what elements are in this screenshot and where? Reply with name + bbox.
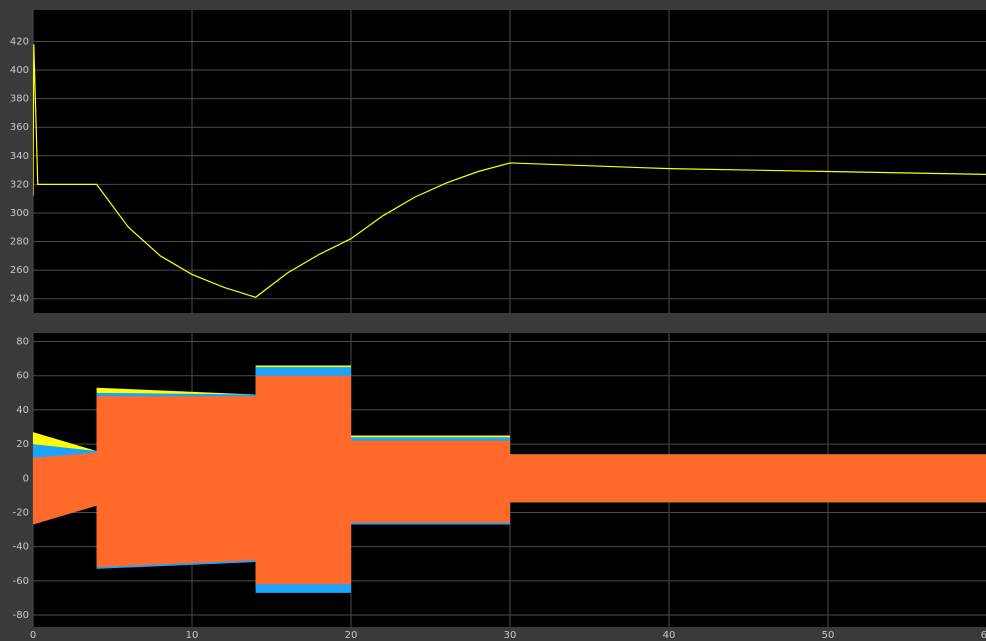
y-tick-label: -40 bbox=[13, 542, 29, 553]
y-tick-label: 360 bbox=[10, 122, 29, 133]
y-tick-label: 80 bbox=[16, 337, 29, 348]
y-tick-label: 60 bbox=[16, 371, 29, 382]
y-tick-label: 40 bbox=[16, 405, 29, 416]
y-tick-label: 380 bbox=[10, 94, 29, 105]
y-tick-label: -20 bbox=[13, 507, 29, 518]
y-tick-label: -60 bbox=[13, 576, 29, 587]
x-tick-label: 0 bbox=[30, 630, 36, 641]
y-tick-label: 0 bbox=[23, 473, 29, 484]
plot bbox=[33, 365, 986, 593]
x-tick-label: 20 bbox=[345, 630, 358, 641]
x-tick-label: 60 bbox=[981, 630, 986, 641]
plot bbox=[33, 44, 986, 298]
x-tick-label: 30 bbox=[504, 630, 517, 641]
y-tick-label: 20 bbox=[16, 439, 29, 450]
y-tick-label: 320 bbox=[10, 179, 29, 190]
x-tick-label: 50 bbox=[822, 630, 835, 641]
y-tick-label: 340 bbox=[10, 151, 29, 162]
y-tick-label: 400 bbox=[10, 65, 29, 76]
line bbox=[33, 44, 986, 298]
x-tick-label: 40 bbox=[663, 630, 676, 641]
y-tick-label: 280 bbox=[10, 237, 29, 248]
y-tick-label: 420 bbox=[10, 36, 29, 47]
y-tick-label: 260 bbox=[10, 265, 29, 276]
y-tick-label: 240 bbox=[10, 294, 29, 305]
y-tick-label: -80 bbox=[13, 610, 29, 621]
signal-envelope bbox=[33, 375, 986, 585]
y-tick-label: 300 bbox=[10, 208, 29, 219]
x-tick-label: 10 bbox=[186, 630, 199, 641]
